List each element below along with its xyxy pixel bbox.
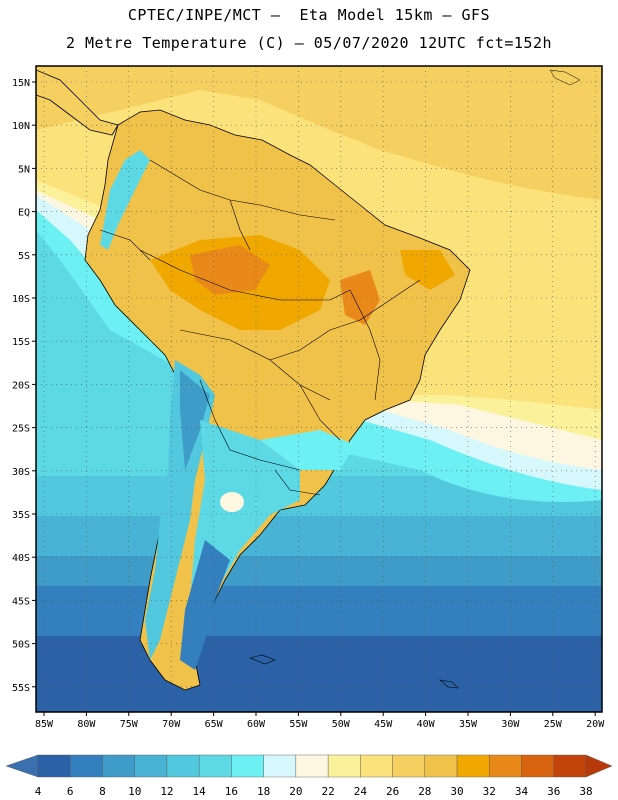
colorbar-swatch <box>70 754 103 778</box>
country-borders <box>99 159 421 496</box>
colorbar-swatch <box>360 754 393 778</box>
caribbean-islands <box>549 69 581 86</box>
colorbar-label: 12 <box>160 785 173 798</box>
colorbar-label: 34 <box>515 785 529 798</box>
hot-zone-east <box>340 270 380 325</box>
lat-label: 30S <box>12 467 30 478</box>
map-axes: 15N 10N 5N EQ 5S 10S 15S 20S 25S 30S 35S 40S 45S 50S 5… <box>12 78 605 730</box>
colorbar-swatch <box>231 754 264 778</box>
south-georgia <box>439 679 459 689</box>
lon-label: 75W <box>120 719 139 730</box>
colorbar-swatch <box>295 754 329 778</box>
colorbar-label: 22 <box>321 785 334 798</box>
lon-label: 40W <box>417 719 436 730</box>
colorbar-label: 26 <box>386 785 399 798</box>
colorbar-low-arrow <box>5 754 39 778</box>
map-area <box>36 66 602 712</box>
andes-north <box>100 150 150 250</box>
lat-label: 5N <box>18 164 30 175</box>
lon-label: 70W <box>162 719 181 730</box>
patagonia-cold <box>180 540 230 670</box>
colorbar-label: 14 <box>193 785 207 798</box>
pampas-cool <box>260 430 355 470</box>
colorbar-label: 38 <box>579 785 592 798</box>
lon-label: 60W <box>247 719 266 730</box>
lat-label: 45S <box>12 596 30 607</box>
falkland-islands <box>249 654 276 665</box>
colorbar-swatch <box>521 754 554 778</box>
lat-label: EQ <box>18 208 30 219</box>
colorbar-swatch <box>263 754 297 778</box>
colorbar-swatch <box>424 754 458 778</box>
hot-zone-northeast <box>400 250 455 290</box>
lat-label: 15N <box>12 78 30 89</box>
lon-label: 55W <box>289 719 308 730</box>
lat-label: 10S <box>12 294 30 305</box>
colorbar-label: 6 <box>67 785 74 798</box>
colorbar-label: 36 <box>547 785 560 798</box>
central-america-landmass <box>36 69 119 136</box>
colorbar-swatch <box>134 754 168 778</box>
colorbar-swatch <box>102 754 135 778</box>
lat-label: 15S <box>12 337 30 348</box>
map-subtitle: 2 Metre Temperature (C) – 05/07/2020 12U… <box>65 34 553 52</box>
lon-label: 35W <box>459 719 478 730</box>
colorbar-swatch <box>327 754 361 778</box>
lon-label: 80W <box>77 719 96 730</box>
colorbar-swatch <box>553 754 587 778</box>
lat-label: 40S <box>12 553 30 564</box>
andes-high <box>180 370 210 470</box>
temperature-colorbar: 4 6 8 10 12 14 16 18 20 22 24 26 28 30 32 34 36 38 <box>5 754 613 798</box>
colorbar-label: 20 <box>289 785 302 798</box>
lat-label: 25S <box>12 424 30 435</box>
lon-label: 25W <box>544 719 563 730</box>
colorbar-label: 4 <box>35 785 42 798</box>
hot-zone-core <box>190 245 270 295</box>
colorbar-label: 18 <box>257 785 270 798</box>
colorbar-swatch <box>37 754 71 778</box>
colorbar-swatch <box>392 754 426 778</box>
lat-label: 35S <box>12 510 30 521</box>
warm-spot-cuyo <box>220 492 244 512</box>
colorbar-label: 16 <box>225 785 238 798</box>
lon-label: 20W <box>586 719 605 730</box>
lat-label: 5S <box>18 251 30 262</box>
colorbar-label: 30 <box>450 785 463 798</box>
colorbar-high-arrow <box>585 754 613 778</box>
colorbar-label: 24 <box>354 785 368 798</box>
lon-label: 45W <box>374 719 393 730</box>
colorbar-swatch <box>166 754 200 778</box>
colorbar-swatch <box>489 754 522 778</box>
ocean-band-26 <box>36 66 602 200</box>
lon-label: 65W <box>205 719 224 730</box>
colorbar-label: 28 <box>418 785 431 798</box>
colorbar-label: 8 <box>99 785 106 798</box>
lon-label: 30W <box>501 719 520 730</box>
map-title: CPTEC/INPE/MCT – Eta Model 15km – GFS <box>127 6 491 24</box>
lon-label: 50W <box>332 719 351 730</box>
map-frame <box>35 65 603 713</box>
lat-label: 20S <box>12 380 30 391</box>
colorbar-swatch <box>198 754 232 778</box>
lat-label: 55S <box>12 683 30 694</box>
colorbar-label: 32 <box>483 785 496 798</box>
colorbar-label: 10 <box>128 785 141 798</box>
lon-label: 85W <box>35 719 54 730</box>
colorbar-swatch <box>456 754 490 778</box>
lat-label: 50S <box>12 640 30 651</box>
lat-label: 10N <box>12 121 30 132</box>
